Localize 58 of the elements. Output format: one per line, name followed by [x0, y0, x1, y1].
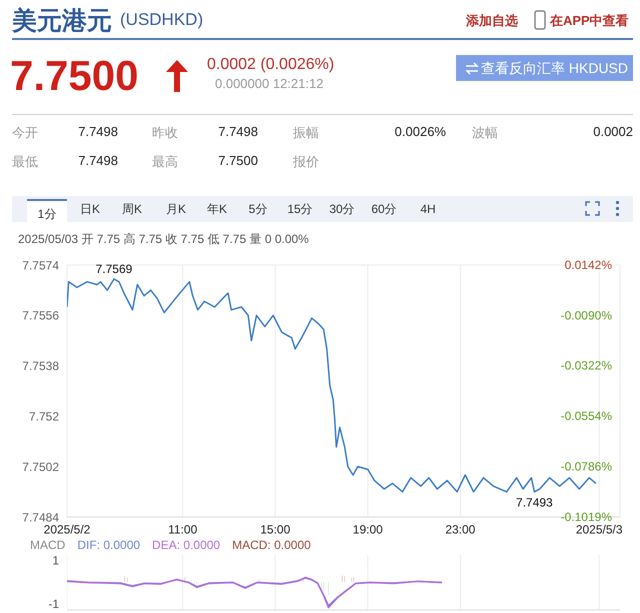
text: 最低: [12, 153, 38, 171]
text: 60分: [370, 201, 398, 218]
y2-tick-label: -0.0090%: [560, 308, 612, 322]
text: 5分: [248, 201, 268, 218]
text: 振幅: [293, 124, 319, 142]
text: 报价: [293, 153, 319, 171]
text: 添加自选: [466, 12, 518, 30]
text: 波幅: [472, 124, 498, 142]
text: 0.0002: [593, 124, 633, 139]
text: DEA: 0.0000: [152, 538, 220, 552]
y-tick-label: 7.7502: [22, 460, 60, 474]
y-tick-label: -1: [48, 596, 60, 611]
text: 7.7500: [218, 153, 258, 168]
text: 0.000000 12:21:12: [215, 76, 324, 91]
y2-tick-label: -0.0554%: [560, 409, 612, 424]
text: 15分: [286, 201, 314, 218]
text: 在APP中查看: [550, 12, 629, 30]
text: MACD: 0.0000: [232, 538, 311, 552]
x-tick-label: 2025/5/3: [576, 522, 623, 537]
text: 1分: [27, 199, 67, 224]
text: 查看反向汇率 HKDUSD: [481, 60, 628, 78]
y-tick-label: 7.7556: [22, 308, 60, 323]
y-tick-label: 7.7574: [22, 258, 60, 272]
text: 0.0002 (0.0026%): [207, 56, 334, 74]
text: 30分: [328, 201, 356, 218]
annotation: 7.7569: [96, 262, 133, 276]
text: 2025/05/03 开 7.75 高 7.75 收 7.75 低 7.75 量 0 0.00%: [18, 231, 309, 248]
annotation: 7.7493: [516, 495, 554, 510]
text: 4H: [419, 201, 437, 218]
text: 月K: [164, 201, 187, 218]
y2-tick-label: -0.1019%: [560, 510, 612, 524]
x-tick-label: 2025/5/2: [44, 522, 91, 537]
y-tick-label: 7.752: [28, 409, 60, 424]
text: 0.0026%: [394, 124, 446, 139]
text: 周K: [120, 201, 143, 218]
x-tick-label: 11:00: [168, 522, 198, 537]
text: 年K: [206, 201, 228, 218]
x-tick-label: 15:00: [260, 522, 291, 537]
y-tick-label: 7.7484: [22, 510, 60, 524]
text: 7.7498: [78, 153, 118, 168]
chart-title: MACD: [30, 538, 66, 552]
y2-tick-label: 0.0142%: [564, 258, 612, 272]
y-tick-label: 7.7538: [22, 359, 60, 374]
x-tick-label: 19:00: [352, 522, 384, 537]
chart-subtitle: (USDHKD): [120, 10, 204, 30]
text: 今开: [12, 124, 38, 142]
text: 7.7500: [10, 52, 138, 100]
text: 7.7498: [218, 124, 258, 139]
y-tick-label: 1: [52, 554, 60, 568]
text: 日K: [78, 201, 101, 218]
text: 昨收: [152, 124, 178, 142]
y2-tick-label: -0.0786%: [560, 459, 612, 474]
y2-tick-label: -0.0322%: [560, 358, 612, 373]
chart-title: 美元港元: [12, 6, 112, 37]
text: 最高: [152, 153, 178, 171]
text: 7.7498: [78, 124, 118, 139]
text: DIF: 0.0000: [77, 538, 140, 552]
x-tick-label: 23:00: [445, 522, 476, 537]
